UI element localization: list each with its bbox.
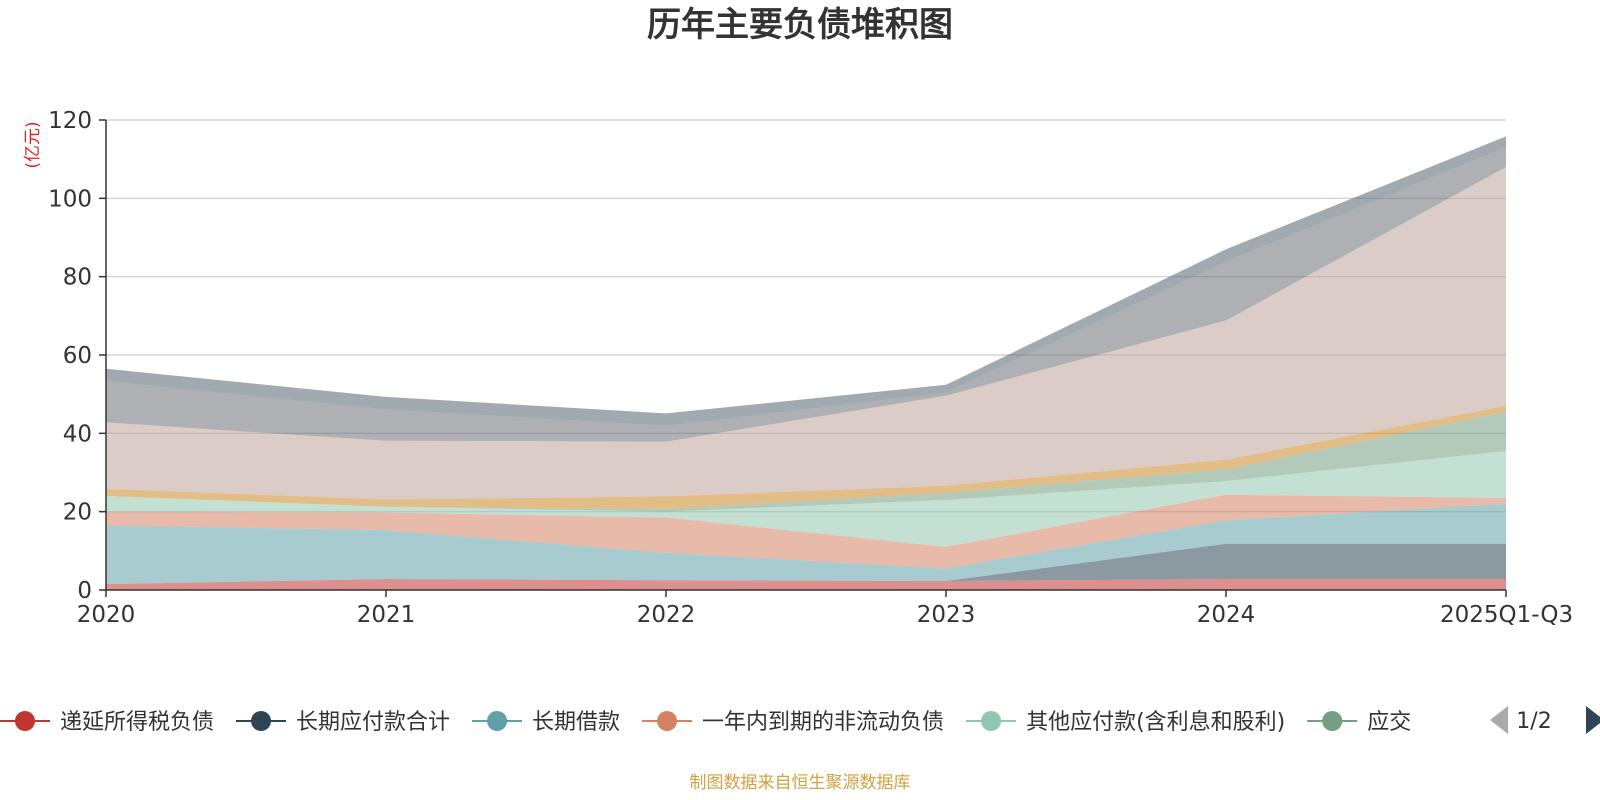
area-series-8 xyxy=(106,167,1506,500)
legend-label: 长期应付款合计 xyxy=(296,710,450,735)
y-tick-label: 100 xyxy=(48,186,92,212)
x-tick-label: 2025Q1-Q3 xyxy=(1440,602,1573,628)
y-tick-label: 80 xyxy=(63,265,92,291)
area-series-7 xyxy=(106,405,1506,509)
x-tick-label: 2022 xyxy=(637,602,696,628)
legend-item[interactable]: 其他应付款(含利息和股利) xyxy=(966,710,1285,735)
x-tick-label: 2021 xyxy=(357,602,416,628)
legend-dot xyxy=(657,711,678,731)
legend-label: 其他应付款(含利息和股利) xyxy=(1026,710,1285,735)
legend-page-indicator: 1/2 xyxy=(1516,709,1551,734)
area-series-2 xyxy=(106,543,1506,585)
axes: 0 20 40 60 80 100 120 2020 2021 2022 2023 2024 2025Q… xyxy=(48,108,1573,628)
legend-dot xyxy=(981,711,1002,731)
area-series xyxy=(106,136,1506,590)
y-axis-unit: (亿元) xyxy=(23,121,43,168)
legend-label: 一年内到期的非流动负债 xyxy=(702,710,944,735)
x-tick-label: 2024 xyxy=(1197,602,1256,628)
prev-page-icon[interactable] xyxy=(1490,706,1508,734)
x-tick-label: 2020 xyxy=(77,602,136,628)
legend-item[interactable]: 长期借款 xyxy=(472,710,620,735)
y-tick-label: 60 xyxy=(63,343,92,369)
chart-title: 历年主要负债堆积图 xyxy=(647,5,953,45)
legend-label: 应交 xyxy=(1367,710,1411,735)
legend-label: 递延所得税负债 xyxy=(60,710,214,735)
legend-item[interactable]: 应交 xyxy=(1307,710,1411,735)
y-tick-label: 120 xyxy=(48,108,92,134)
legend-item[interactable]: 递延所得税负债 xyxy=(0,710,214,735)
y-tick-label: 20 xyxy=(63,500,92,526)
data-source-note: 制图数据来自恒生聚源数据库 xyxy=(690,773,911,793)
area-series-3 xyxy=(106,503,1506,585)
legend-item[interactable]: 一年内到期的非流动负债 xyxy=(642,710,944,735)
next-page-icon[interactable] xyxy=(1586,706,1600,734)
legend-items: 递延所得税负债 长期应付款合计 长期借款 一年内到期的非流动负债 其他应付款(含利息和股… xyxy=(0,710,1411,735)
y-tick-label: 0 xyxy=(77,578,92,604)
legend-dot xyxy=(487,711,508,731)
area-series-9 xyxy=(106,147,1506,442)
legend: 递延所得税负债 长期应付款合计 长期借款 一年内到期的非流动负债 其他应付款(含利息和股… xyxy=(0,710,1411,735)
area-series-1 xyxy=(106,579,1506,590)
legend-pager: 1/2 xyxy=(1490,706,1600,734)
legend-item[interactable]: 长期应付款合计 xyxy=(236,710,450,735)
area-series-5 xyxy=(106,451,1506,547)
legend-dot xyxy=(251,711,272,731)
y-tick-label: 40 xyxy=(63,421,92,447)
area-series-4 xyxy=(106,494,1506,569)
legend-label: 长期借款 xyxy=(532,710,620,735)
x-tick-label: 2023 xyxy=(917,602,976,628)
legend-dot xyxy=(1322,711,1343,731)
legend-dot xyxy=(15,711,35,731)
